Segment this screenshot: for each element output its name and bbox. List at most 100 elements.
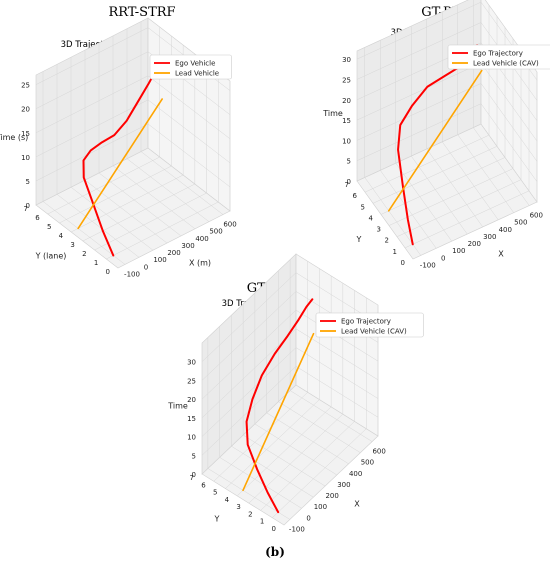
grid-line-z (201, 328, 297, 419)
grid-line-y (106, 201, 219, 260)
grid-line-y (404, 190, 530, 249)
grid-line-z (35, 99, 149, 158)
grid-line-x (42, 201, 126, 265)
grid-line-z (35, 51, 149, 109)
grid-line-x (70, 186, 154, 251)
z-tick-label: 5 (192, 452, 196, 460)
x-tick-label: 500 (514, 219, 527, 227)
legend-box (447, 44, 550, 70)
x-tick-label: 300 (483, 233, 496, 241)
y-tick-label: 2 (248, 510, 252, 518)
grid-line-y (372, 146, 498, 204)
z-tick-label: 0 (26, 202, 30, 210)
grid-line-z (147, 75, 231, 139)
grid-line-z (480, 123, 538, 203)
legend-label-1: Lead Vehicle (CAV) (341, 328, 407, 336)
grid-line-x (473, 127, 530, 206)
x-tick-label: 100 (153, 256, 166, 264)
x-axis-label: X (m) (189, 259, 211, 268)
y-axis-label: Y (lane) (35, 252, 67, 261)
grid-line-z (201, 291, 297, 381)
y-tick-label: 2 (385, 237, 389, 245)
z-tick-label: 30 (342, 56, 351, 64)
grid-line-y (412, 201, 538, 260)
grid-line-z (356, 83, 482, 141)
z-tick-label: 10 (342, 137, 351, 145)
z-tick-label: 15 (187, 415, 196, 423)
y-tick-label: 1 (94, 259, 98, 267)
y-tick-label: 6 (353, 192, 358, 200)
grid-line-y (364, 134, 490, 193)
legend-box (315, 312, 424, 338)
y-tick-label: 0 (106, 268, 110, 276)
grid-line-x (426, 148, 483, 228)
x-tick-label: 100 (314, 503, 327, 511)
x-tick-label: 0 (306, 514, 310, 522)
y-tick-label: 3 (70, 241, 74, 249)
series-line-1 (77, 98, 163, 230)
grid-line-z (147, 99, 231, 164)
grid-line-x (380, 170, 437, 249)
grid-line-y (82, 183, 195, 242)
grid-line-z (147, 147, 231, 212)
y-tick-label: 5 (47, 223, 51, 231)
legend-label-1: Lead Vehicle (175, 70, 219, 78)
series-line-1 (242, 332, 315, 492)
grid-line-y (94, 192, 207, 251)
panel-heading: RRT-STRF (108, 5, 175, 20)
grid-line-x (219, 457, 302, 509)
grid-line-z (35, 27, 149, 85)
grid-line-z (356, 1, 482, 60)
y-tick-label: 7 (345, 181, 349, 189)
grid-line-x (231, 445, 314, 498)
x-tick-label: 300 (337, 481, 350, 489)
x-tick-label: 200 (468, 240, 481, 248)
x-tick-label: 400 (349, 470, 362, 478)
grid-line-x (242, 434, 326, 487)
grid-line-x (140, 151, 224, 215)
grid-line-y (388, 168, 514, 226)
grid-line-y (380, 157, 506, 215)
y-tick-label: 6 (35, 214, 40, 222)
x-tick-label: 600 (372, 448, 385, 456)
grid-line-x (395, 163, 452, 242)
grid-line-x (98, 172, 182, 237)
grid-line-z (201, 309, 297, 400)
grid-line-x (278, 401, 361, 453)
y-tick-label: 7 (190, 474, 194, 482)
grid-line-z (35, 75, 149, 134)
z-tick-label: 15 (342, 117, 351, 125)
grid-line-x (84, 179, 168, 244)
series-line-1 (387, 69, 483, 212)
legend-label-0: Ego Trajectory (341, 318, 391, 326)
y-tick-label: 4 (369, 214, 374, 222)
z-tick-label: 15 (21, 130, 30, 138)
y-tick-label: 2 (82, 250, 86, 258)
grid-line-z (295, 384, 379, 437)
grid-line-y (396, 179, 522, 237)
z-tick-label: 20 (187, 396, 196, 404)
z-tick-label: 10 (21, 154, 30, 162)
x-axis-label: X (498, 250, 504, 259)
grid-line-y (283, 435, 379, 526)
x-tick-label: 0 (144, 263, 148, 271)
y-tick-label: 5 (213, 489, 217, 497)
z-axis-label: Time (167, 402, 188, 411)
z-tick-label: 10 (187, 434, 196, 442)
legend-label-0: Ego Trajectory (473, 50, 523, 58)
z-tick-label: 0 (347, 178, 351, 186)
grid-line-x (457, 134, 514, 213)
z-tick-label: 0 (192, 471, 196, 479)
figure-caption: (b) (265, 545, 285, 559)
grid-line-y (117, 210, 231, 269)
legend-label-0: Ego Vehicle (175, 60, 215, 68)
grid-line-x (126, 158, 210, 222)
grid-line-x (56, 194, 140, 258)
grid-line-z (295, 366, 379, 418)
x-tick-label: 500 (209, 228, 222, 236)
x-tick-label: -100 (420, 261, 436, 269)
x-tick-label: 200 (325, 492, 338, 500)
z-tick-label: 30 (187, 359, 196, 367)
